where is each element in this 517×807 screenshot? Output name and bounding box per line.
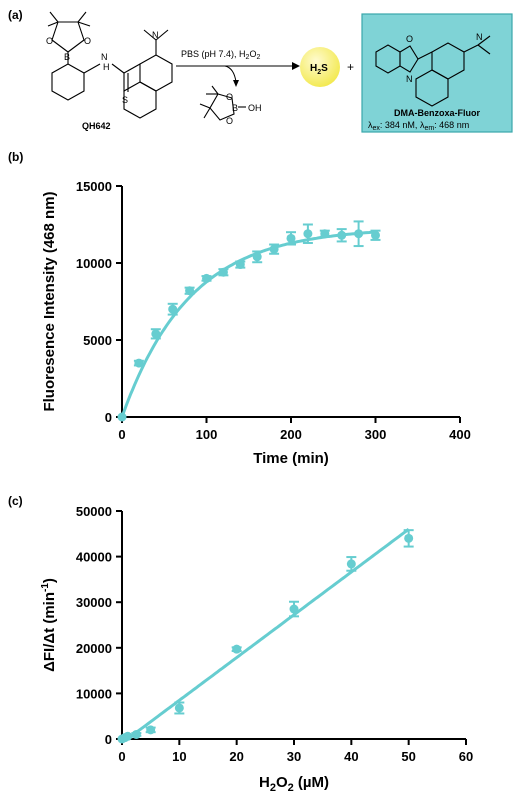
byproduct-arrow: [224, 65, 237, 83]
reactant-naphthalene-b: [123, 81, 157, 119]
chart-b-data-point: [303, 229, 313, 239]
plus-sign: +: [347, 60, 354, 74]
chart-b-fit-curve: [120, 230, 376, 418]
chart-c-y-tick-label: 30000: [76, 595, 112, 610]
byproduct-atom-o2: O: [226, 116, 233, 126]
chart-c-data-point: [404, 533, 414, 543]
chart-c-h2o2-dependence: 0 10 20 30 40 50 6001000020000300004000050000 …: [40, 504, 473, 794]
h2s-ball: [300, 47, 340, 87]
chart-c-x-tick-label: 0: [118, 749, 125, 764]
chart-b-data-point: [269, 244, 279, 254]
chart-b-x-tick-label: 200: [280, 427, 302, 442]
chart-c-x-tick-label: 60: [459, 749, 473, 764]
reactant-atom-o1: O: [46, 36, 53, 46]
reactant-pinacol-ring: [51, 21, 85, 53]
chart-b-data-point: [117, 412, 127, 422]
reaction-arrowhead: [292, 62, 300, 70]
reactant-structure: [47, 11, 173, 119]
chart-b-ylabel: Fluoresence Intensity (468 nm): [41, 191, 58, 411]
chart-b-data-point: [252, 252, 262, 262]
chart-b-y-tick-label: 0: [105, 410, 112, 425]
chart-b-axes: 0 100 200 300 400 0 5000 10000 15000: [76, 179, 471, 442]
chart-b-data-point: [337, 230, 347, 240]
reactant-atom-o2: O: [84, 36, 91, 46]
byproduct-arrowhead: [233, 80, 239, 87]
chart-b-data-point: [185, 286, 195, 296]
chart-b-x-tick-label: 0: [118, 427, 125, 442]
chart-b-data-point: [168, 304, 178, 314]
chart-b-data-point: [235, 260, 245, 270]
chart-c-data-point: [123, 731, 133, 741]
chart-c-y-tick-label: 10000: [76, 686, 112, 701]
product-wavelengths: λex: 384 nM, λem: 468 nm: [368, 120, 469, 132]
product-structure: [375, 35, 491, 107]
chart-c-y-tick-label: 0: [105, 732, 112, 747]
reactant-atom-n: N: [101, 52, 108, 62]
reactant-naphthalene-a: [139, 54, 173, 92]
chart-c-xlabel: H2O2 (µM): [259, 774, 329, 794]
chart-c-axes: 0 10 20 30 40 50 60 0 10000 20000 30000 40000 50000: [76, 504, 473, 764]
chart-b-data-point: [218, 267, 228, 277]
chart-c-data-point: [131, 729, 141, 739]
chart-c-fit-line: [122, 528, 410, 741]
reactant-atom-s: S: [122, 95, 128, 105]
chart-c-data-point: [174, 703, 184, 713]
chart-b-data-point: [371, 230, 380, 240]
h2s-label: H2S: [310, 63, 328, 76]
product-atom-n: N: [406, 74, 413, 84]
panel-label-b: (b): [8, 150, 24, 164]
product-atom-o: O: [406, 34, 413, 44]
chart-b-y-tick-label: 5000: [83, 333, 112, 348]
product-name: DMA-Benzoxa-Fluor: [394, 108, 480, 118]
chart-b-y-tick-label: 10000: [76, 256, 112, 271]
chart-b-y-tick-label: 15000: [76, 179, 112, 194]
chart-b-data-point: [202, 273, 211, 283]
chart-c-data-point: [232, 644, 242, 654]
chart-b-xlabel: Time (min): [253, 450, 329, 467]
chart-b-x-tick-label: 100: [196, 427, 218, 442]
byproduct-atom-oh: OH: [248, 103, 262, 113]
chart-c-y-tick-label: 40000: [76, 550, 112, 565]
chart-c-y-tick-label: 20000: [76, 641, 112, 656]
reaction-scheme: B O O N H S N QH642 PBS (pH 7.4), H2O2 O…: [46, 11, 513, 133]
reactant-name: QH642: [82, 121, 111, 131]
reactant-atom-h: H: [103, 62, 110, 72]
chart-b-data-point: [354, 229, 364, 239]
reactant-phenyl-ring: [51, 63, 85, 101]
byproduct-atom-b: B: [232, 103, 238, 113]
chart-b-points: [117, 220, 381, 422]
chart-c-ylabel: ΔFI/Δt (min-1): [40, 578, 58, 672]
chart-b-data-point: [151, 329, 161, 339]
product-atom-n2: N: [476, 32, 483, 42]
chart-c-data-point: [146, 725, 156, 735]
chart-c-y-tick-label: 50000: [76, 504, 112, 519]
chart-c-data-point: [289, 604, 299, 614]
chart-c-x-tick-label: 40: [344, 749, 358, 764]
chart-c-points: [117, 529, 414, 744]
chart-c-x-tick-label: 10: [172, 749, 186, 764]
chart-b-x-tick-label: 400: [449, 427, 471, 442]
chart-b-data-point: [134, 358, 144, 368]
chart-b-x-tick-label: 300: [365, 427, 387, 442]
reactant-atom-b: B: [64, 52, 70, 62]
chart-b-data-point: [320, 229, 330, 239]
chart-c-data-point: [346, 559, 356, 569]
reactant-atom-n2: N: [152, 30, 159, 40]
chart-b-data-point: [286, 233, 296, 243]
reaction-condition: PBS (pH 7.4), H2O2: [181, 49, 260, 61]
chart-c-x-tick-label: 20: [229, 749, 243, 764]
chart-b-fit-path: [120, 230, 376, 418]
byproduct-structure: [199, 85, 246, 121]
panel-label-c: (c): [8, 494, 23, 508]
panel-label-a: (a): [8, 8, 23, 22]
chart-c-fit-path: [122, 528, 410, 741]
byproduct-atom-o1: O: [226, 92, 233, 102]
chart-c-x-tick-label: 50: [401, 749, 415, 764]
chart-c-x-tick-label: 30: [287, 749, 301, 764]
